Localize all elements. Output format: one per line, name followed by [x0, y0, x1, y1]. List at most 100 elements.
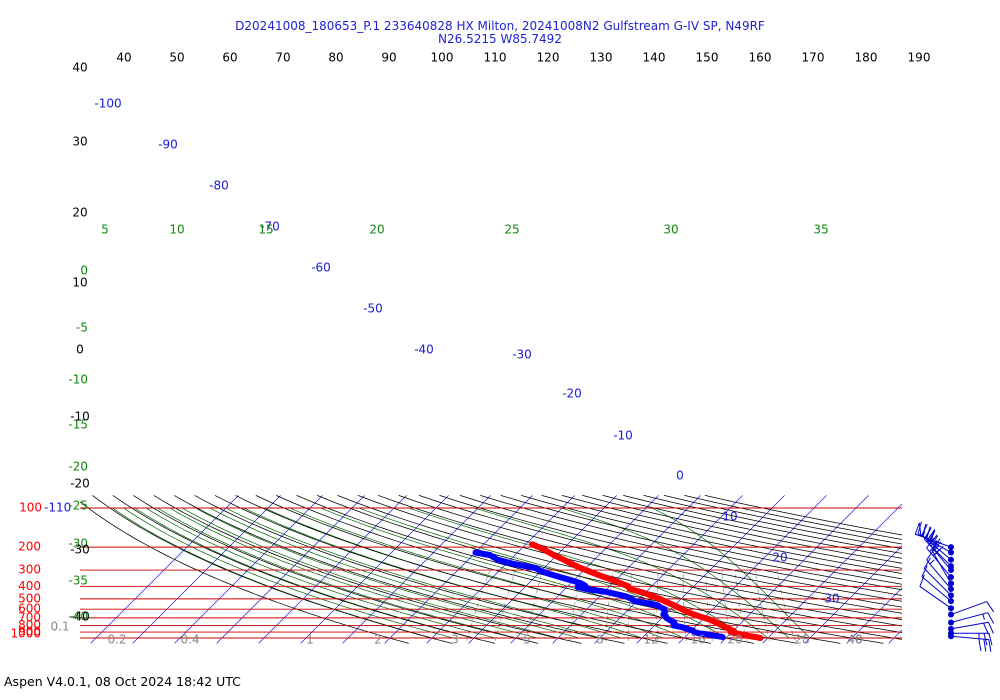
isotherm-line	[384, 495, 533, 644]
wind-barb-feather	[931, 541, 942, 551]
top-scale-label: 60	[222, 51, 237, 65]
chart-title: D20241008_180653_P.1 233640828 HX Milton…	[0, 20, 1000, 46]
wind-barb-half-feather	[982, 613, 985, 620]
pressure-label: 100	[19, 501, 42, 515]
moist-adiabat-label: -15	[68, 418, 88, 432]
dry-adiabat-line	[214, 495, 711, 644]
top-scale-label: 40	[116, 51, 131, 65]
dry-adiabat-line	[561, 495, 902, 569]
wind-barb-feather	[930, 535, 938, 547]
isotherm-line	[594, 495, 743, 644]
wind-barb-half-feather	[934, 545, 940, 551]
dewpoint-profile	[472, 549, 726, 641]
moist-adiabat-label: -35	[68, 574, 88, 588]
wind-barb-staff	[919, 586, 952, 609]
isobar-grid	[80, 507, 902, 639]
moist-adiabat-line	[651, 507, 811, 639]
moist-adiabat-line	[561, 507, 790, 639]
wind-barb-feather	[987, 612, 995, 624]
mixing-ratio-label: 8	[596, 633, 604, 647]
isotherm-label-top-left: -110	[44, 501, 71, 515]
pressure-label: 400	[18, 579, 41, 593]
moist-adiabat-line	[474, 507, 769, 639]
isotherm-label: 40	[847, 633, 862, 647]
moist-adiabat-line	[195, 507, 580, 639]
wind-barb-feather	[919, 574, 925, 587]
isotherm-label: -70	[260, 220, 280, 234]
moist-adiabat-label: -10	[68, 373, 88, 387]
sounding-profiles	[472, 541, 764, 641]
wind-barb-feather	[923, 557, 931, 569]
isotherm-line	[426, 495, 575, 644]
wind-barb-feather	[926, 530, 935, 542]
dry-adiabat-line	[602, 495, 902, 559]
isotherm-line	[762, 503, 902, 644]
wind-barb-staff	[950, 601, 987, 616]
dry-adiabat-line	[500, 495, 902, 585]
moist-adiabat-line	[157, 507, 517, 639]
pressure-label: 800	[18, 618, 41, 632]
dry-adiabat-line	[133, 495, 539, 644]
wind-barb	[931, 541, 954, 587]
top-scale-label: 120	[537, 51, 560, 65]
mixing-ratio-label: 40	[847, 633, 862, 647]
dry-adiabat-line	[112, 495, 496, 644]
wind-barb-feather	[983, 622, 989, 635]
chart-title-line-2: N26.5215 W85.7492	[438, 32, 562, 46]
mixing-ratio-label: 12	[643, 633, 658, 647]
wind-barb-staff	[950, 612, 988, 623]
moist-adiabat-label: -5	[76, 321, 88, 335]
wind-barb	[948, 621, 994, 635]
dry-adiabat-line	[316, 495, 902, 640]
wind-barb	[926, 549, 954, 593]
moist-adiabat-line	[209, 507, 601, 639]
dry-adiabat-label: 30	[72, 135, 87, 149]
mixing-ratio-line	[466, 569, 491, 641]
moist-adiabat-line	[145, 507, 496, 639]
isotherm-line	[174, 495, 323, 644]
wind-barb-feather	[932, 538, 941, 549]
wind-barb-feather	[934, 545, 944, 556]
top-scale-label: 140	[643, 51, 666, 65]
dry-adiabat-line	[276, 495, 841, 644]
wind-barb-feather	[926, 537, 935, 549]
isotherm-label: -100	[94, 97, 121, 111]
dry-adiabat-label: -10	[70, 410, 90, 424]
isotherm-label: 10	[722, 510, 737, 524]
pressure-label: 300	[18, 563, 41, 577]
isotherm-label: 0	[676, 469, 684, 483]
top-scale-label: 50	[169, 51, 184, 65]
wind-barb	[919, 574, 954, 612]
isotherm-label: -30	[512, 348, 532, 362]
top-scale-label: 150	[696, 51, 719, 65]
isotherm-label: 20	[772, 551, 787, 565]
moist-adiabat-line	[289, 507, 685, 639]
moist-adiabat-line	[182, 507, 559, 639]
dry-adiabat-line	[378, 495, 902, 620]
wind-barb-staff	[923, 568, 952, 596]
isotherm-label: -10	[613, 429, 633, 443]
top-scale-label: 180	[855, 51, 878, 65]
wind-barb	[948, 633, 992, 652]
dry-adiabat-label: -20	[70, 477, 90, 491]
dry-adiabat-line	[92, 495, 452, 644]
moist-adiabat-label: 0	[80, 264, 88, 278]
isotherm-label: -50	[363, 302, 383, 316]
top-scale-label: 190	[908, 51, 931, 65]
mixing-ratio-label: 0.4	[180, 633, 199, 647]
moist-adiabat-top-label: 5	[101, 223, 109, 237]
moist-adiabat-line	[123, 507, 454, 639]
isotherm-line	[90, 495, 239, 644]
mixing-ratio-label: 2	[374, 633, 382, 647]
isotherm-label: -40	[414, 343, 434, 357]
dry-adiabat-line	[337, 495, 902, 634]
wind-barb	[921, 565, 954, 605]
top-scale-label: 90	[381, 51, 396, 65]
pressure-label: 200	[18, 540, 41, 554]
wind-barb	[921, 523, 954, 563]
mixing-ratio-line	[656, 569, 659, 641]
mixing-ratio-label: 20	[727, 633, 742, 647]
wind-barb-feather	[923, 528, 931, 540]
